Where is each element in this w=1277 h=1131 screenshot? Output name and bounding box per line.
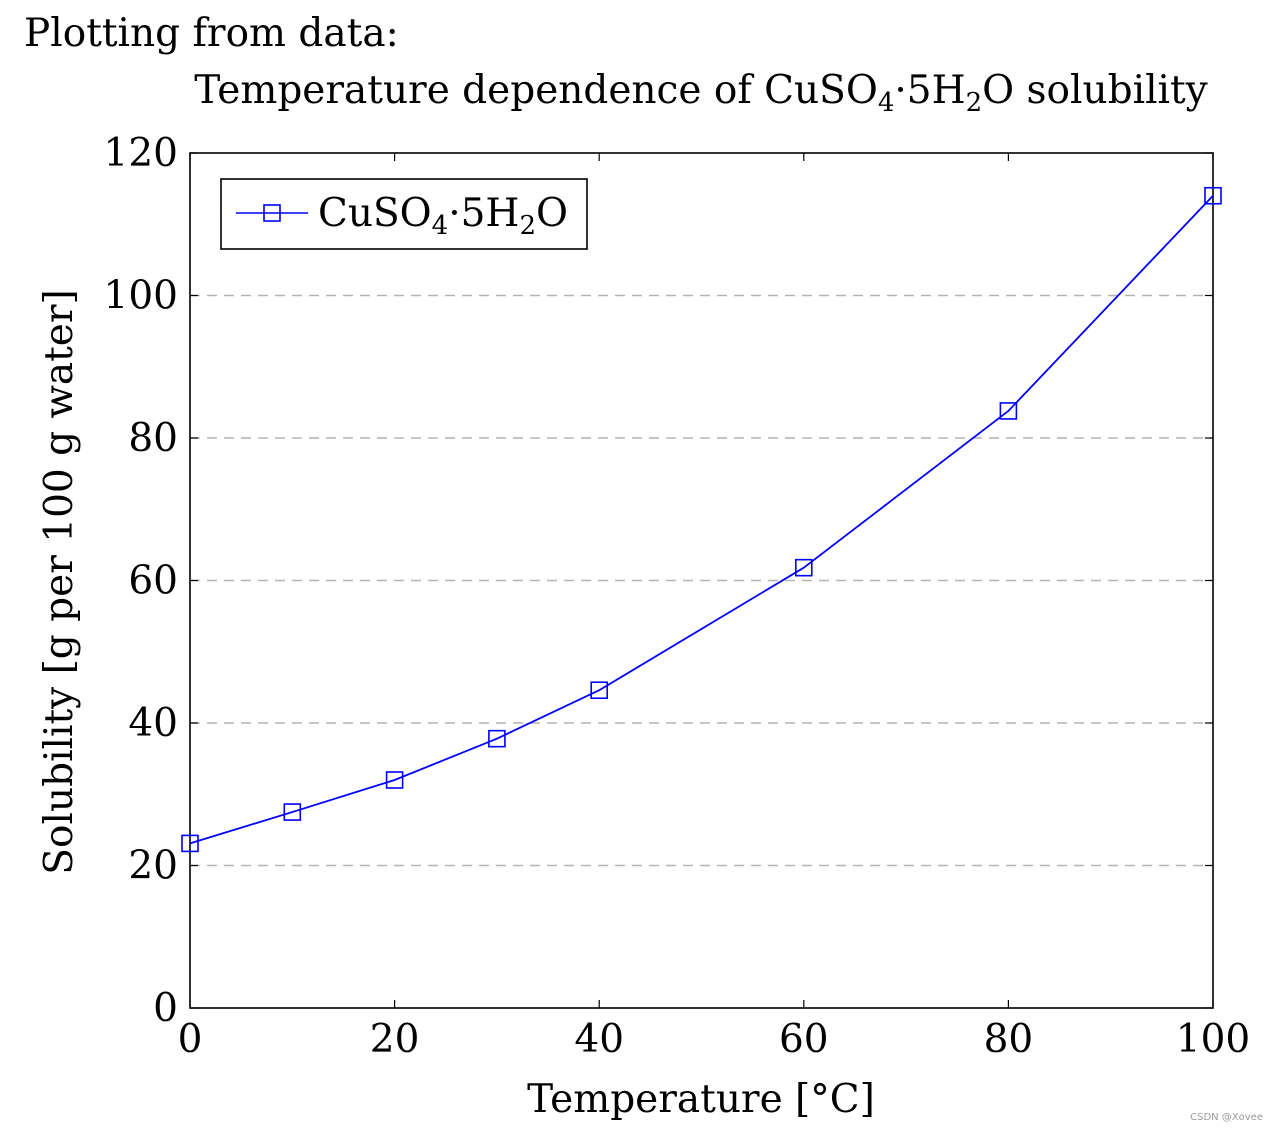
y-tick-label-0: 0 [153,986,178,1031]
watermark: CSDN @Xovee [1190,1112,1263,1123]
page-heading: Plotting from data: [24,11,399,56]
x-tick-label-0: 0 [178,1017,203,1062]
y-tick-label-20: 20 [128,844,178,889]
series-line-0 [189,195,1214,845]
grid-lines [190,294,1213,867]
x-tick-label-20: 20 [370,1017,420,1062]
y-tick-label-100: 100 [104,274,178,319]
series-group [181,186,1222,853]
data-point-60 [794,558,813,577]
y-axis-label: Solubility [g per 100 g water] [37,289,82,874]
legend-entry-label: CuSO4·5H2O [318,191,568,241]
y-tick-label-60: 60 [128,559,178,604]
data-point-10 [283,803,302,821]
x-tick-label-80: 80 [984,1017,1034,1062]
data-point-20 [385,771,404,789]
legend: CuSO4·5H2O [220,178,588,250]
chart-title: Temperature dependence of CuSO4·5H2O sol… [194,68,1207,118]
y-tick-label-120: 120 [104,131,178,176]
tick-labels: 0 20 40 60 80 100 120 0 20 40 60 80 100 [104,131,1251,1062]
data-point-100 [1204,186,1222,205]
plot-frame [189,152,1214,1009]
data-point-40 [590,681,609,700]
y-tick-label-80: 80 [128,416,178,461]
x-tick-label-100: 100 [1176,1017,1250,1062]
x-tick-label-60: 60 [779,1017,829,1062]
y-tick-label-40: 40 [128,701,178,746]
legend-marker [263,204,281,222]
data-point-30 [488,729,506,748]
legend-box [220,178,588,250]
x-axis-label: Temperature [°C] [527,1077,875,1122]
data-point-80 [999,402,1018,420]
x-tick-label-40: 40 [574,1017,624,1062]
data-point-0 [181,834,199,853]
